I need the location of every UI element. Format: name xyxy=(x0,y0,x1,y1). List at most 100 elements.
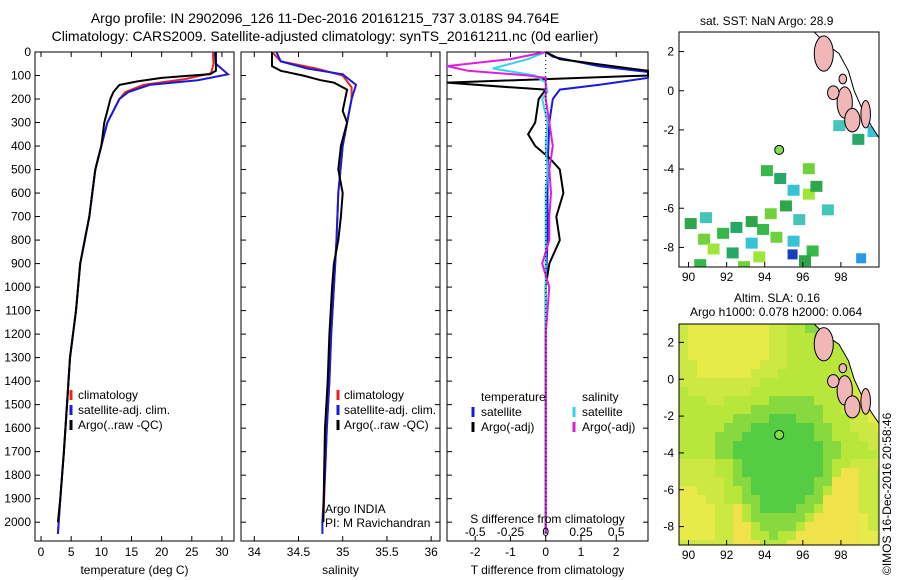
legend-label-satellite_s: satellite xyxy=(582,405,623,419)
sla-cell xyxy=(796,342,805,351)
sst-cell xyxy=(684,218,697,230)
sla-cell xyxy=(706,351,715,360)
sla-cell xyxy=(697,414,706,423)
sla-cell xyxy=(688,540,697,545)
sla-cell xyxy=(751,486,760,495)
sla-cell xyxy=(769,513,778,522)
sla-cell xyxy=(769,441,778,450)
sla-cell xyxy=(805,405,814,414)
sla-cell xyxy=(868,414,877,423)
sla-cell xyxy=(787,441,796,450)
sla-cell xyxy=(841,423,850,432)
sla-cell xyxy=(778,360,787,369)
sla-cell xyxy=(742,513,751,522)
sst-cell xyxy=(774,173,787,184)
sla-cell xyxy=(697,396,706,405)
sla-cell xyxy=(742,423,751,432)
sla-cell xyxy=(823,387,832,396)
map-ytick-label: 2 xyxy=(667,45,674,59)
temperature-xtick-label: 5 xyxy=(68,545,75,559)
sla-cell xyxy=(760,387,769,396)
sla-cell xyxy=(733,378,742,387)
sla-cell xyxy=(841,513,850,522)
sla-cell xyxy=(832,531,841,540)
sla-cell xyxy=(778,387,787,396)
sla-cell xyxy=(859,504,868,513)
sla-cell xyxy=(760,342,769,351)
sla-cell xyxy=(796,486,805,495)
title-line-1: Argo profile: IN 2902096_126 11-Dec-2016… xyxy=(90,10,560,26)
argo-position-marker xyxy=(774,144,785,155)
sla-cell xyxy=(850,513,859,522)
sla-cell xyxy=(787,486,796,495)
sla-cell xyxy=(832,477,841,486)
sla-cell xyxy=(697,324,706,333)
sla-cell xyxy=(769,414,778,423)
ytick-label: 1800 xyxy=(4,468,31,482)
sla-cell xyxy=(724,369,733,378)
sla-cell xyxy=(877,504,879,513)
sla-cell xyxy=(706,531,715,540)
sla-cell xyxy=(787,522,796,531)
sla-cell xyxy=(733,495,742,504)
s-diff-xlabel: S difference from climatology xyxy=(470,512,625,526)
sla-cell xyxy=(823,486,832,495)
sla-cell xyxy=(769,378,778,387)
sla-cell xyxy=(778,342,787,351)
sla-cell xyxy=(787,378,796,387)
sla-cell xyxy=(733,477,742,486)
sla-cell xyxy=(868,450,877,459)
salinity-series-satellite xyxy=(275,51,358,534)
sla-cell xyxy=(868,459,877,468)
temperature-xtick-label: 0 xyxy=(38,545,45,559)
sla-cell xyxy=(742,396,751,405)
sla-cell xyxy=(688,414,697,423)
sla-cell xyxy=(841,531,850,540)
sla-cell xyxy=(751,477,760,486)
temperature-xtick-label: 20 xyxy=(155,545,169,559)
map-ytick-label: 2 xyxy=(667,335,674,349)
sla-cell xyxy=(697,378,706,387)
sla-cell xyxy=(814,423,823,432)
sst-cell xyxy=(852,133,865,145)
sla-cell xyxy=(832,540,841,545)
sla-cell xyxy=(877,441,879,450)
sla-cell xyxy=(706,477,715,486)
sla-cell xyxy=(760,351,769,360)
sla-cell xyxy=(679,540,688,545)
legend-label-climatology: climatology xyxy=(78,388,138,402)
sla-cell xyxy=(742,468,751,477)
sla-cell xyxy=(823,414,832,423)
sla-cell xyxy=(706,414,715,423)
sla-cell xyxy=(688,333,697,342)
sla-cell xyxy=(868,522,877,531)
sla-cell xyxy=(760,423,769,432)
sla-cell xyxy=(742,522,751,531)
land-island xyxy=(838,363,848,374)
sla-cell xyxy=(769,396,778,405)
sla-cell xyxy=(805,468,814,477)
sla-cell xyxy=(688,441,697,450)
legend-label-argo: Argo(..raw -QC) xyxy=(344,418,429,432)
sla-cell xyxy=(841,414,850,423)
sla-cell xyxy=(850,450,859,459)
sst-cell xyxy=(787,249,798,260)
sla-cell xyxy=(679,369,688,378)
ytick-label: 800 xyxy=(11,233,31,247)
sla-cell xyxy=(751,396,760,405)
sla-cell xyxy=(742,441,751,450)
s-diff-tick-label: -0.5 xyxy=(465,525,486,539)
legend-label-argo_s: Argo(-adj) xyxy=(582,420,635,434)
salinity-xtick-label: 36 xyxy=(424,545,438,559)
sla-cell xyxy=(796,333,805,342)
sla-cell xyxy=(733,513,742,522)
sla-cell xyxy=(688,504,697,513)
sla-cell xyxy=(832,387,841,396)
sla-cell xyxy=(742,405,751,414)
land-island xyxy=(827,374,840,389)
sla-cell xyxy=(823,405,832,414)
temperature-xlabel: temperature (deg C) xyxy=(80,563,188,577)
sla-cell xyxy=(724,477,733,486)
sla-cell xyxy=(697,351,706,360)
